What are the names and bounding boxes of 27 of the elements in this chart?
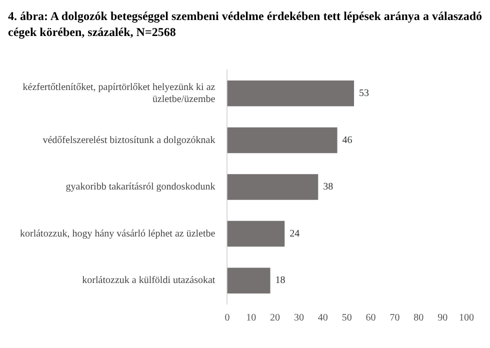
y-tick-label: korlátozzuk, hogy hány vásárló léphet az üzletbe <box>20 228 216 240</box>
x-tick-label: 10 <box>246 312 256 324</box>
y-tick-label: korlátozzuk a külföldi utazásokat <box>82 275 216 286</box>
data-label: 53 <box>359 88 370 100</box>
chart-title: 4. ábra: A dolgozók betegséggel szembeni védelme érdekében tett lépések aránya a válaszadó cégek körében, százalék, N=2568 <box>8 8 482 40</box>
x-tick-label: 50 <box>342 312 352 324</box>
bar <box>227 220 285 247</box>
x-tick-label: 60 <box>366 312 376 324</box>
bar <box>227 268 270 294</box>
x-tick-label: 0 <box>224 312 230 324</box>
bar <box>227 127 338 154</box>
x-tick-label: 100 <box>459 312 474 324</box>
data-label: 24 <box>290 228 300 240</box>
data-label: 46 <box>342 134 352 146</box>
data-label: 18 <box>275 275 286 286</box>
y-tick-label: gyakoribb takarításról gondoskodunk <box>66 182 216 193</box>
data-label: 38 <box>323 182 334 193</box>
x-tick-label: 40 <box>318 312 328 324</box>
y-tick-label: védőfelszerelést biztosítunk a dolgozóknak <box>42 134 216 146</box>
y-tick-label: kézfertőtlenítőket, papírtörlőket helyezünk ki az üzletbe/üzembe <box>22 82 216 106</box>
x-tick-label: 20 <box>270 312 280 324</box>
bar <box>227 80 354 106</box>
bar <box>227 174 318 200</box>
x-tick-label: 30 <box>294 312 304 324</box>
x-tick-label: 90 <box>438 312 448 324</box>
x-tick-label: 70 <box>390 312 400 324</box>
x-tick-label: 80 <box>414 312 424 324</box>
